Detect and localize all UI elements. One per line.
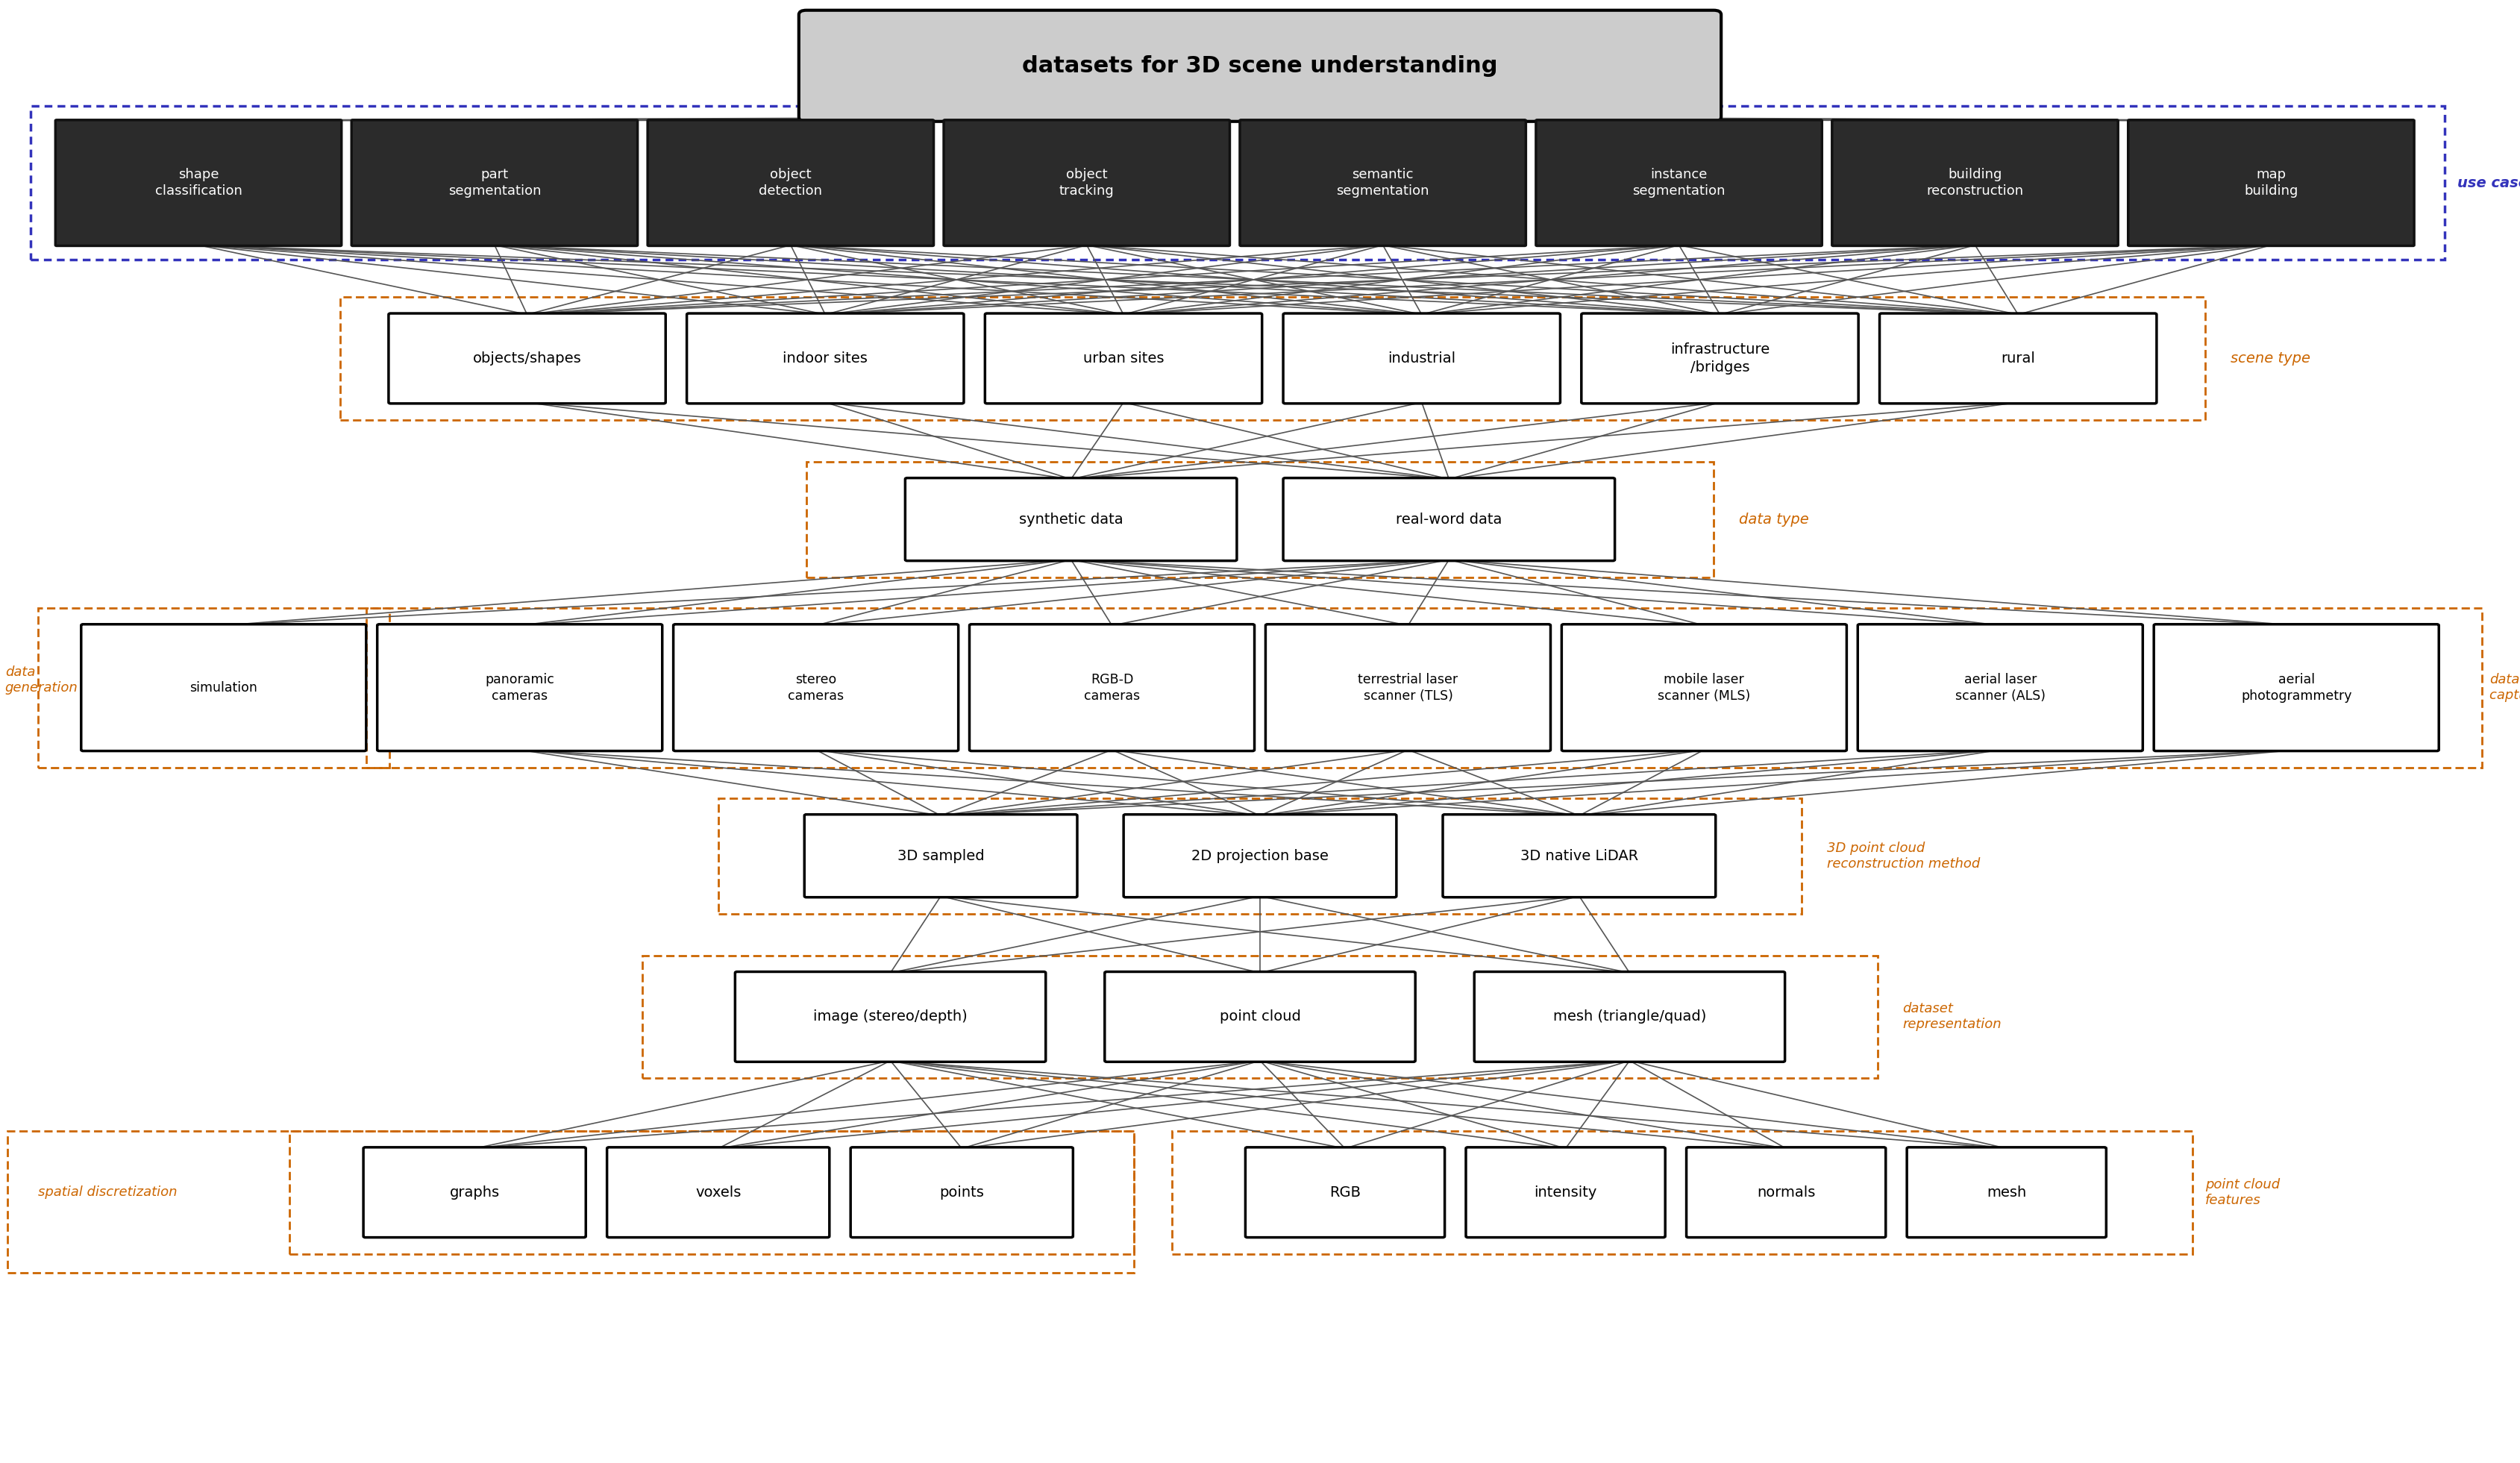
- Text: normals: normals: [1756, 1185, 1814, 1200]
- FancyBboxPatch shape: [1474, 971, 1784, 1062]
- FancyBboxPatch shape: [852, 1147, 1074, 1238]
- Bar: [30, 107, 2444, 260]
- FancyBboxPatch shape: [1104, 971, 1416, 1062]
- Text: aerial
photogrammetry: aerial photogrammetry: [2240, 673, 2351, 702]
- Text: rural: rural: [2001, 351, 2036, 366]
- Text: semantic
segmentation: semantic segmentation: [1336, 168, 1429, 198]
- FancyBboxPatch shape: [1832, 120, 2117, 246]
- Text: voxels: voxels: [696, 1185, 741, 1200]
- Text: graphs: graphs: [449, 1185, 499, 1200]
- Text: data
capture device: data capture device: [2490, 673, 2520, 702]
- FancyBboxPatch shape: [1283, 313, 1560, 404]
- Text: simulation: simulation: [189, 680, 257, 695]
- Text: 3D point cloud
reconstruction method: 3D point cloud reconstruction method: [1827, 841, 1981, 870]
- Text: building
reconstruction: building reconstruction: [1925, 168, 2024, 198]
- FancyBboxPatch shape: [905, 478, 1237, 560]
- Text: panoramic
cameras: panoramic cameras: [486, 673, 554, 702]
- FancyBboxPatch shape: [942, 120, 1230, 246]
- Text: 2D projection base: 2D projection base: [1192, 849, 1328, 863]
- Text: use case: use case: [2457, 176, 2520, 190]
- FancyBboxPatch shape: [1880, 313, 2157, 404]
- FancyBboxPatch shape: [607, 1147, 829, 1238]
- FancyBboxPatch shape: [804, 815, 1076, 897]
- Text: 3D native LiDAR: 3D native LiDAR: [1520, 849, 1638, 863]
- Bar: [38, 609, 388, 767]
- Text: data
generation: data generation: [5, 666, 78, 695]
- Text: objects/shapes: objects/shapes: [474, 351, 582, 366]
- Bar: [718, 799, 1802, 913]
- Text: aerial laser
scanner (ALS): aerial laser scanner (ALS): [1956, 673, 2046, 702]
- FancyBboxPatch shape: [736, 971, 1046, 1062]
- Text: mobile laser
scanner (MLS): mobile laser scanner (MLS): [1658, 673, 1751, 702]
- Text: 3D sampled: 3D sampled: [897, 849, 985, 863]
- Text: instance
segmentation: instance segmentation: [1633, 168, 1726, 198]
- FancyBboxPatch shape: [1908, 1147, 2107, 1238]
- Bar: [8, 1131, 1134, 1273]
- FancyBboxPatch shape: [1467, 1147, 1666, 1238]
- FancyBboxPatch shape: [1245, 1147, 1444, 1238]
- FancyBboxPatch shape: [1535, 120, 1822, 246]
- Bar: [368, 609, 2482, 767]
- FancyBboxPatch shape: [985, 313, 1263, 404]
- Text: scene type: scene type: [2230, 351, 2311, 366]
- Text: points: points: [940, 1185, 985, 1200]
- Text: stereo
cameras: stereo cameras: [789, 673, 844, 702]
- Text: spatial discretization: spatial discretization: [38, 1185, 176, 1200]
- FancyBboxPatch shape: [673, 625, 958, 751]
- Text: mesh (triangle/quad): mesh (triangle/quad): [1552, 1009, 1706, 1024]
- Text: image (stereo/depth): image (stereo/depth): [814, 1009, 968, 1024]
- Text: RGB-D
cameras: RGB-D cameras: [1084, 673, 1139, 702]
- Text: map
building: map building: [2245, 168, 2298, 198]
- FancyBboxPatch shape: [388, 313, 665, 404]
- Text: shape
classification: shape classification: [154, 168, 242, 198]
- FancyBboxPatch shape: [1583, 313, 1857, 404]
- Text: dataset
representation: dataset representation: [1903, 1002, 2001, 1031]
- Text: data type: data type: [1739, 512, 1809, 527]
- Bar: [1172, 1131, 2192, 1254]
- FancyBboxPatch shape: [1124, 815, 1396, 897]
- FancyBboxPatch shape: [363, 1147, 585, 1238]
- Text: object
detection: object detection: [759, 168, 822, 198]
- FancyBboxPatch shape: [378, 625, 663, 751]
- Text: intensity: intensity: [1535, 1185, 1598, 1200]
- Text: synthetic data: synthetic data: [1018, 512, 1124, 527]
- FancyBboxPatch shape: [1240, 120, 1527, 246]
- Text: real-word data: real-word data: [1396, 512, 1502, 527]
- Text: object
tracking: object tracking: [1058, 168, 1114, 198]
- FancyBboxPatch shape: [81, 625, 365, 751]
- Text: point cloud: point cloud: [1220, 1009, 1300, 1024]
- FancyBboxPatch shape: [2155, 625, 2439, 751]
- Text: RGB: RGB: [1331, 1185, 1361, 1200]
- Text: terrestrial laser
scanner (TLS): terrestrial laser scanner (TLS): [1358, 673, 1459, 702]
- Text: point cloud
features: point cloud features: [2205, 1178, 2281, 1207]
- FancyBboxPatch shape: [1857, 625, 2142, 751]
- Text: mesh: mesh: [1986, 1185, 2026, 1200]
- FancyBboxPatch shape: [350, 120, 638, 246]
- Bar: [643, 955, 1877, 1078]
- Bar: [340, 297, 2205, 420]
- Bar: [290, 1131, 1134, 1254]
- Bar: [806, 462, 1714, 578]
- FancyBboxPatch shape: [1283, 478, 1615, 560]
- FancyBboxPatch shape: [55, 120, 343, 246]
- FancyBboxPatch shape: [1444, 815, 1716, 897]
- Text: industrial: industrial: [1389, 351, 1457, 366]
- Text: part
segmentation: part segmentation: [449, 168, 542, 198]
- FancyBboxPatch shape: [1265, 625, 1550, 751]
- FancyBboxPatch shape: [648, 120, 932, 246]
- Text: urban sites: urban sites: [1084, 351, 1164, 366]
- FancyBboxPatch shape: [688, 313, 963, 404]
- Text: indoor sites: indoor sites: [784, 351, 867, 366]
- FancyBboxPatch shape: [799, 10, 1721, 121]
- Text: datasets for 3D scene understanding: datasets for 3D scene understanding: [1023, 56, 1497, 76]
- FancyBboxPatch shape: [970, 625, 1255, 751]
- FancyBboxPatch shape: [2127, 120, 2414, 246]
- Text: infrastructure
/bridges: infrastructure /bridges: [1671, 342, 1769, 375]
- FancyBboxPatch shape: [1686, 1147, 1885, 1238]
- FancyBboxPatch shape: [1562, 625, 1847, 751]
